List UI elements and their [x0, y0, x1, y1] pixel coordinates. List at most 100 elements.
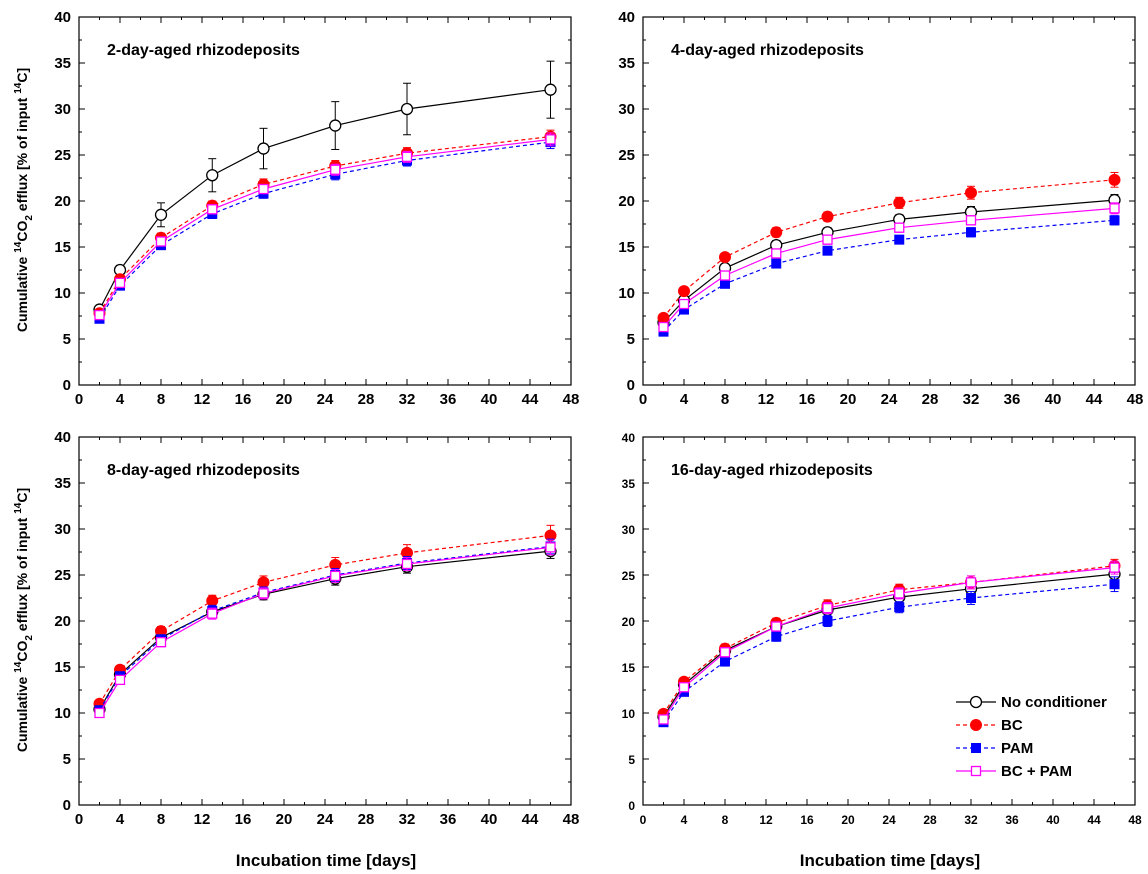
legend-marker	[971, 743, 981, 753]
data-point	[155, 236, 167, 247]
x-tick-label: 48	[563, 811, 580, 828]
plot-frame	[78, 16, 572, 386]
x-tick-label: 0	[639, 391, 647, 408]
legend-item: BC + PAM	[956, 763, 1072, 780]
x-tick-label: 0	[75, 391, 83, 408]
y-tick-label: 10	[622, 707, 636, 721]
x-tick-label: 40	[481, 391, 498, 408]
y-tick-label: 15	[54, 239, 71, 256]
y-tick-label: 20	[618, 193, 635, 210]
x-tick-label: 20	[276, 391, 293, 408]
legend-item: BC	[956, 717, 1023, 734]
data-point	[771, 631, 782, 642]
legend-label: No conditioner	[1001, 694, 1107, 711]
series-line	[98, 141, 551, 320]
y-tick-label: 5	[63, 331, 71, 348]
x-tick-label: 28	[923, 813, 937, 827]
series-line	[662, 567, 1115, 720]
data-point	[258, 588, 269, 599]
y-tick-label: 20	[54, 613, 71, 630]
x-tick-label: 28	[358, 811, 375, 828]
data-point	[1109, 579, 1120, 590]
data-point	[1108, 173, 1121, 186]
data-point	[330, 570, 341, 582]
data-point	[94, 309, 105, 321]
data-point	[657, 311, 670, 324]
y-tick-label: 10	[618, 285, 635, 302]
x-axis-title-right: Incubation time [days]	[800, 851, 980, 870]
series-bc-pam	[94, 539, 556, 719]
data-point	[207, 608, 218, 619]
panel-title: 16-day-aged rhizodeposits	[671, 462, 873, 479]
series-line	[98, 550, 551, 710]
x-tick-label: 16	[799, 391, 816, 408]
x-tick-label: 32	[964, 813, 978, 827]
x-tick-label: 12	[759, 813, 773, 827]
series-line	[98, 136, 551, 314]
y-tick-label: 40	[54, 9, 71, 26]
data-point	[822, 616, 833, 626]
data-point	[206, 594, 219, 607]
data-point	[154, 208, 168, 221]
y-tick-label: 20	[54, 193, 71, 210]
x-tick-label: 44	[522, 391, 539, 408]
x-tick-label: 4	[116, 391, 125, 408]
data-point	[822, 602, 833, 614]
plot-frame	[642, 436, 1136, 806]
series-line	[662, 573, 1115, 718]
panel-4-day: 0 4 8 12 16 20 24 28 32 36 40 44 4805101520253035404…	[618, 9, 1143, 408]
legend-marker	[970, 765, 982, 777]
y-tick-label: 10	[54, 705, 71, 722]
data-point	[1109, 215, 1120, 226]
x-tick-label: 48	[563, 391, 580, 408]
y-tick-label: 35	[618, 55, 635, 72]
data-point	[94, 707, 105, 719]
data-point	[401, 558, 413, 570]
data-point	[719, 270, 731, 281]
y-tick-label: 10	[54, 285, 71, 302]
x-tick-label: 48	[1127, 391, 1144, 408]
data-point	[965, 186, 977, 199]
data-point	[545, 134, 556, 145]
data-point	[771, 621, 782, 632]
x-tick-label: 20	[841, 813, 855, 827]
x-tick-label: 8	[157, 811, 165, 828]
data-point	[1109, 562, 1120, 573]
plot-frame	[78, 436, 572, 806]
legend-item: No conditioner	[956, 694, 1107, 711]
legend-item: PAM	[956, 740, 1033, 757]
data-point	[114, 277, 126, 289]
x-tick-label: 20	[276, 811, 293, 828]
data-point	[329, 119, 342, 132]
y-tick-label: 15	[622, 661, 636, 675]
data-point	[894, 602, 905, 613]
data-point	[658, 714, 669, 725]
panel-16-day: 0 4 8 12 16 20 24 28 32 36 40 44 4805101520253035401…	[622, 431, 1142, 827]
y-tick-label: 15	[54, 659, 71, 676]
series-bc-pam	[658, 202, 1120, 333]
data-point	[330, 164, 341, 175]
y-tick-label: 0	[63, 377, 71, 394]
x-tick-label: 16	[800, 813, 814, 827]
legend-label: BC	[1001, 717, 1023, 734]
legend: No conditioner BC PAM BC + PAM	[956, 694, 1107, 780]
data-point	[206, 169, 219, 182]
data-point	[821, 210, 834, 223]
x-tick-label: 40	[481, 811, 498, 828]
series-bc-pam	[658, 560, 1120, 725]
y-tick-label: 30	[54, 101, 71, 118]
x-tick-label: 24	[881, 391, 898, 408]
x-tick-label: 44	[1086, 391, 1103, 408]
x-tick-label: 0	[640, 813, 647, 827]
series-line	[98, 89, 551, 310]
x-tick-label: 32	[399, 391, 416, 408]
data-point	[822, 245, 833, 256]
data-point	[155, 637, 167, 648]
x-tick-label: 4	[680, 391, 689, 408]
series-line	[663, 199, 1115, 323]
legend-marker	[970, 719, 982, 731]
y-tick-label: 5	[627, 331, 635, 348]
x-tick-label: 0	[75, 811, 83, 828]
data-point	[771, 258, 782, 269]
y-tick-label: 40	[54, 429, 71, 446]
